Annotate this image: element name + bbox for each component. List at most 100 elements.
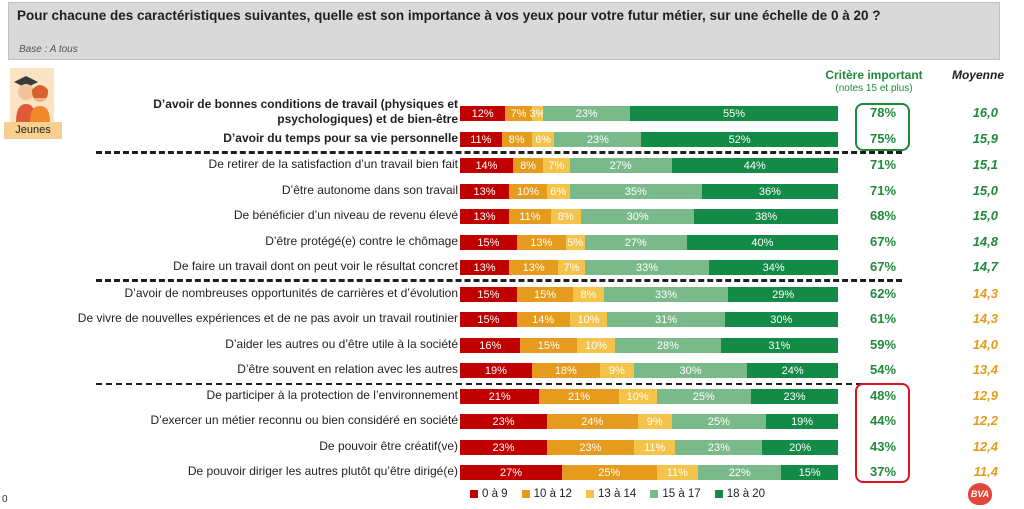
row-label: De faire un travail dont on peut voir le… — [173, 259, 458, 273]
stacked-bar: 13% 10% 6% 35% 36% — [460, 184, 838, 199]
important-percent: 71% — [869, 157, 897, 172]
bva-logo: BVA — [968, 483, 992, 505]
important-percent: 71% — [869, 183, 897, 198]
bar-segment: 3% — [529, 106, 546, 121]
bar-segment: 29% — [728, 287, 838, 302]
bar-segment: 27% — [569, 158, 672, 173]
bar-segment: 23% — [554, 132, 642, 147]
legend-item-0-9: 0 à 9 — [470, 488, 508, 500]
moyenne-value: 16,0 — [972, 105, 998, 120]
audience-label: Jeunes — [4, 122, 62, 139]
row-label: D’être protégé(e) contre le chômage — [265, 234, 458, 248]
important-percent: 62% — [869, 286, 897, 301]
bar-segment: 7% — [558, 260, 585, 275]
bar-segment: 30% — [580, 209, 695, 224]
highlight-box-top — [855, 103, 910, 151]
row-label: De vivre de nouvelles expériences et de … — [77, 311, 458, 325]
important-percent: 48% — [869, 388, 897, 403]
bar-segment: 23% — [675, 440, 763, 455]
bar-segment: 14% — [460, 158, 513, 173]
row-label: D’aider les autres ou d’être utile à la … — [225, 337, 458, 351]
legend-swatch — [714, 490, 723, 498]
important-percent: 67% — [869, 259, 897, 274]
moyenne-value: 14,7 — [972, 259, 998, 274]
row-label: D’être souvent en relation avec les autr… — [237, 362, 458, 376]
important-percent: 61% — [869, 311, 897, 326]
bar-segment: 27% — [460, 465, 563, 480]
bar-segment: 10% — [618, 389, 657, 404]
important-percent: 37% — [869, 464, 897, 479]
bar-segment: 25% — [656, 389, 752, 404]
legend-swatch — [650, 490, 659, 498]
young-people-icon — [10, 68, 54, 122]
moyenne-value: 15,0 — [972, 183, 998, 198]
bar-segment: 35% — [569, 184, 702, 199]
stacked-bar: 12% 7% 3% 23% 55% — [460, 106, 838, 121]
stacked-bar: 27% 25% 11% 22% 15% — [460, 465, 838, 480]
separator-2 — [96, 279, 902, 282]
separator-1 — [96, 151, 902, 154]
bar-segment: 11% — [460, 132, 502, 147]
bar-segment: 8% — [550, 209, 581, 224]
legend-swatch — [521, 490, 530, 498]
base-note: Base : A tous — [19, 44, 78, 55]
stacked-bar: 14% 8% 7% 27% 44% — [460, 158, 838, 173]
important-percent: 78% — [869, 105, 897, 120]
important-percent: 44% — [869, 413, 897, 428]
bar-segment: 55% — [630, 106, 838, 121]
important-percent: 75% — [869, 131, 897, 146]
moyenne-value: 15,0 — [972, 208, 998, 223]
bar-segment: 13% — [509, 260, 559, 275]
moyenne-value: 12,9 — [972, 388, 998, 403]
important-percent: 59% — [869, 337, 897, 352]
moyenne-value: 13,4 — [972, 362, 998, 377]
legend-swatch — [470, 490, 478, 498]
stacked-bar: 23% 23% 11% 23% 20% — [460, 440, 838, 455]
bar-segment: 12% — [460, 106, 506, 121]
bar-segment: 24% — [747, 363, 838, 378]
legend-item-13-14: 13 à 14 — [585, 488, 636, 500]
bar-segment: 13% — [460, 209, 510, 224]
bar-segment: 15% — [460, 287, 517, 302]
stacked-bar: 15% 15% 8% 33% 29% — [460, 287, 838, 302]
row-label: D’avoir de bonnes conditions de travail … — [153, 97, 458, 126]
bar-segment: 7% — [543, 158, 570, 173]
stacked-bar: 21% 21% 10% 25% 23% — [460, 389, 838, 404]
bar-segment: 31% — [720, 338, 838, 353]
moyenne-value: 12,2 — [972, 413, 998, 428]
row-label: De pouvoir être créatif(ve) — [319, 439, 458, 453]
bar-segment: 10% — [569, 312, 608, 327]
bar-segment: 11% — [509, 209, 551, 224]
important-percent: 54% — [869, 362, 897, 377]
row-label: D’être autonome dans son travail — [281, 183, 458, 197]
moyenne-value: 14,3 — [972, 286, 998, 301]
moyenne-value: 15,1 — [972, 157, 998, 172]
bar-segment: 9% — [599, 363, 634, 378]
bar-segment: 23% — [546, 440, 634, 455]
row-label: De pouvoir diriger les autres plutôt qu’… — [187, 464, 458, 478]
bar-segment: 13% — [460, 184, 510, 199]
row-label: De bénéficier d’un niveau de revenu élev… — [233, 208, 458, 222]
bar-segment: 6% — [531, 132, 555, 147]
page-number: 0 — [2, 494, 8, 505]
legend-swatch — [585, 490, 594, 498]
bar-segment: 18% — [531, 363, 600, 378]
moyenne-value: 14,0 — [972, 337, 998, 352]
legend-item-18-20: 18 à 20 — [714, 488, 765, 500]
stacked-bar: 16% 15% 10% 28% 31% — [460, 338, 838, 353]
row-label: D’avoir du temps pour sa vie personnelle — [223, 131, 458, 145]
bar-segment: 23% — [460, 414, 547, 429]
bar-segment: 52% — [641, 132, 838, 147]
question-text: Pour chacune des caractéristiques suivan… — [17, 8, 881, 23]
bar-segment: 36% — [701, 184, 838, 199]
important-percent: 68% — [869, 208, 897, 223]
bar-segment: 10% — [577, 338, 615, 353]
bar-segment: 25% — [562, 465, 657, 480]
bar-segment: 22% — [698, 465, 782, 480]
moyenne-value: 14,3 — [972, 311, 998, 326]
stacked-bar: 13% 11% 8% 30% 38% — [460, 209, 838, 224]
bar-segment: 13% — [460, 260, 510, 275]
bar-segment: 16% — [460, 338, 521, 353]
moyenne-value: 14,8 — [972, 234, 998, 249]
bar-segment: 8% — [501, 132, 532, 147]
